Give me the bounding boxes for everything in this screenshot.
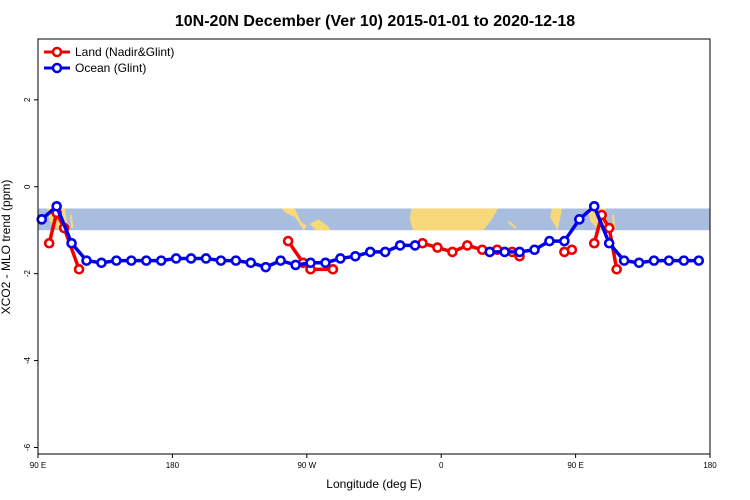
x-tick-label: 90 W bbox=[297, 461, 316, 470]
data-point bbox=[81, 255, 92, 266]
series-line bbox=[47, 211, 81, 270]
y-tick-label: -6 bbox=[23, 443, 32, 451]
data-point bbox=[514, 246, 525, 258]
data-point bbox=[633, 257, 645, 269]
data-point bbox=[290, 259, 301, 271]
data-point bbox=[111, 255, 122, 266]
x-tick-label: 0 bbox=[439, 461, 444, 470]
data-point bbox=[335, 253, 346, 264]
data-point bbox=[544, 235, 555, 247]
data-point bbox=[43, 237, 55, 249]
legend-ocean-label: Ocean (Glint) bbox=[75, 61, 146, 75]
map-land-patch bbox=[309, 219, 331, 231]
map-land-patch bbox=[281, 208, 307, 231]
data-point bbox=[618, 255, 630, 266]
data-point bbox=[305, 257, 316, 269]
x-tick-label: 180 bbox=[703, 461, 717, 470]
data-point bbox=[260, 261, 272, 273]
map-land-patch bbox=[69, 214, 74, 229]
legend-land-marker bbox=[51, 46, 63, 58]
y-axis-label: XCO2 - MLO trend (ppm) bbox=[0, 180, 13, 315]
x-tick-label: 90 E bbox=[30, 461, 46, 470]
map-ocean-strip bbox=[38, 208, 710, 231]
data-point bbox=[282, 235, 294, 247]
y-tick-label: -4 bbox=[23, 356, 32, 364]
data-point bbox=[185, 253, 197, 264]
map-land-patch bbox=[507, 220, 517, 229]
data-point bbox=[693, 255, 705, 266]
y-tick-label: 0 bbox=[23, 184, 32, 189]
x-tick-label: 90 E bbox=[567, 461, 583, 470]
map-land-patch bbox=[611, 214, 616, 229]
data-point bbox=[484, 246, 496, 258]
map-land-patch bbox=[409, 208, 498, 231]
legend-ocean-marker bbox=[51, 62, 63, 74]
data-point bbox=[409, 240, 421, 251]
data-point bbox=[566, 244, 578, 256]
data-point bbox=[462, 240, 473, 251]
data-point bbox=[663, 255, 675, 266]
data-point bbox=[170, 253, 182, 264]
data-point bbox=[275, 255, 286, 266]
legend-land-label: Land (Nadir&Glint) bbox=[75, 45, 174, 59]
data-point bbox=[215, 255, 227, 266]
x-axis: 90 E 180 90 W 0 90 E 180 bbox=[30, 454, 717, 470]
x-tick-label: 180 bbox=[166, 461, 180, 470]
y-axis: -6 -4 -2 0 2 bbox=[23, 97, 38, 451]
map-land-patch bbox=[550, 208, 563, 231]
x-axis-label: Longitude (deg E) bbox=[326, 477, 421, 491]
data-point bbox=[245, 257, 257, 269]
data-point bbox=[499, 246, 510, 258]
plot-content bbox=[36, 201, 705, 275]
data-point bbox=[73, 264, 85, 275]
data-point bbox=[678, 255, 690, 266]
data-point bbox=[394, 240, 406, 251]
data-point bbox=[529, 244, 540, 256]
data-point bbox=[559, 235, 570, 247]
legend: Land (Nadir&Glint) Ocean (Glint) bbox=[44, 45, 174, 75]
y-tick-label: 2 bbox=[23, 97, 32, 102]
data-point bbox=[230, 255, 242, 266]
data-point bbox=[350, 250, 361, 262]
data-point bbox=[364, 246, 376, 258]
data-point bbox=[126, 255, 137, 266]
series-ocean bbox=[36, 201, 705, 273]
plot-frame bbox=[37, 38, 711, 455]
data-point bbox=[432, 242, 443, 253]
data-point bbox=[603, 237, 615, 249]
data-point bbox=[447, 246, 458, 258]
data-point bbox=[611, 264, 622, 275]
data-point bbox=[140, 255, 152, 266]
data-point bbox=[574, 214, 585, 225]
data-point bbox=[588, 237, 600, 249]
y-tick-label: -2 bbox=[23, 270, 32, 278]
data-point bbox=[36, 214, 48, 225]
data-point bbox=[603, 222, 615, 234]
chart-title: 10N-20N December (Ver 10) 2015-01-01 to … bbox=[175, 13, 575, 30]
data-point bbox=[51, 201, 62, 212]
data-point bbox=[648, 255, 660, 266]
data-point bbox=[200, 253, 212, 264]
data-point bbox=[96, 257, 107, 269]
data-point bbox=[379, 246, 391, 258]
data-point bbox=[66, 237, 77, 249]
data-point bbox=[320, 257, 331, 269]
data-point bbox=[588, 201, 600, 212]
data-point bbox=[327, 264, 339, 275]
data-point bbox=[155, 255, 167, 266]
